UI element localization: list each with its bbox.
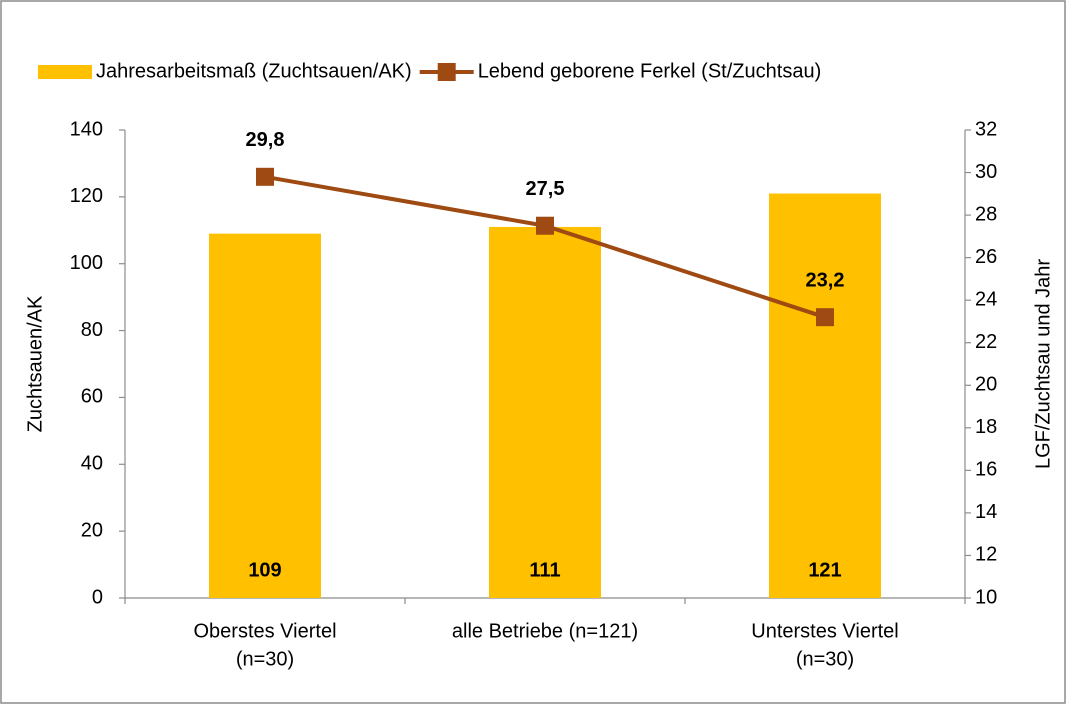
bar <box>489 226 601 598</box>
y-tick-label: 20 <box>81 519 103 541</box>
y2-tick-label: 32 <box>975 118 997 140</box>
y2-tick-label: 30 <box>975 161 997 183</box>
legend-label: Lebend geborene Ferkel (St/Zuchtsau) <box>478 60 822 82</box>
x-tick-label: Unterstes Viertel <box>751 620 898 642</box>
bar-value-label: 111 <box>529 559 560 581</box>
x-tick-label: (n=30) <box>796 648 854 670</box>
legend-label: Jahresarbeitsmaß (Zuchtsauen/AK) <box>96 60 412 82</box>
bar <box>209 233 321 598</box>
y-tick-label: 40 <box>81 453 103 475</box>
y2-tick-label: 24 <box>975 288 997 310</box>
line-value-label: 27,5 <box>526 178 565 200</box>
y2-tick-label: 16 <box>975 459 997 481</box>
legend-swatch <box>437 63 456 81</box>
line-marker <box>536 216 554 235</box>
y2-tick-label: 10 <box>975 586 997 608</box>
y-tick-label: 60 <box>81 386 103 408</box>
x-tick-label: alle Betriebe (n=121) <box>452 620 638 642</box>
y-axis-title: Zuchtsauen/AK <box>24 295 46 432</box>
y2-tick-label: 22 <box>975 331 997 353</box>
line-marker <box>816 308 834 327</box>
line-value-label: 29,8 <box>246 129 285 151</box>
y2-tick-label: 20 <box>975 374 997 396</box>
x-tick-label: Oberstes Viertel <box>193 620 336 642</box>
y2-tick-label: 14 <box>975 501 997 523</box>
y-tick-label: 120 <box>70 185 103 207</box>
legend-swatch <box>38 65 92 79</box>
y2-tick-label: 12 <box>975 544 997 566</box>
x-tick-label: (n=30) <box>236 648 294 670</box>
line-marker <box>256 167 274 186</box>
y2-tick-label: 26 <box>975 246 997 268</box>
line-value-label: 23,2 <box>806 269 845 291</box>
bar-value-label: 121 <box>808 559 841 581</box>
y2-tick-label: 28 <box>975 203 997 225</box>
y2-axis-title: LGF/Zuchtsau und Jahr <box>1032 259 1054 469</box>
y-tick-label: 140 <box>70 118 103 140</box>
y2-tick-label: 18 <box>975 416 997 438</box>
y-tick-label: 100 <box>70 252 103 274</box>
bar-value-label: 109 <box>248 559 281 581</box>
y-tick-label: 80 <box>81 319 103 341</box>
y-tick-label: 0 <box>92 586 103 608</box>
bar <box>769 193 881 598</box>
